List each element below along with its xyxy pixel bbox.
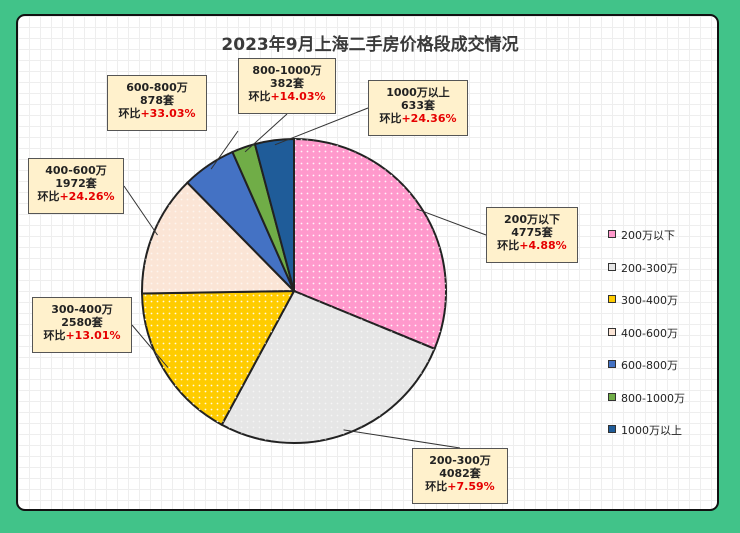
data-label-category: 600-800万 [126,81,188,94]
change-value: +14.03% [270,90,326,103]
data-label-category: 200-300万 [429,454,491,467]
data-label-category: 300-400万 [51,303,113,316]
data-label-category: 200万以下 [504,213,560,226]
chart-title: 2023年9月上海二手房价格段成交情况 [221,35,519,55]
legend-item-6: 1000万以上 [608,422,708,455]
legend-label: 200-300万 [621,261,678,275]
legend-item-0: 200万以下 [608,227,708,260]
legend-swatch [608,360,616,368]
data-label-2: 300-400万 2580套 环比+13.01% [32,297,132,353]
change-label: 环比 [118,107,141,120]
leader-line-0 [416,208,487,236]
leader-line-6 [274,107,369,146]
data-label-1: 200-300万 4082套 环比+7.59% [412,448,508,504]
data-label-value: 4082套 [439,467,481,480]
data-label-value: 878套 [140,94,174,107]
data-label-change: 环比+13.01% [39,329,125,342]
change-label: 环比 [425,480,448,493]
data-label-value: 382套 [270,77,304,90]
legend-swatch [608,262,616,271]
change-label: 环比 [37,190,60,203]
data-label-change: 环比+4.88% [493,239,571,252]
data-label-value: 1972套 [55,177,97,190]
data-label-6: 1000万以上 633套 环比+24.36% [368,80,468,136]
change-value: +24.26% [59,190,115,203]
legend-item-1: 200-300万 [608,260,708,293]
legend-item-3: 400-600万 [608,325,708,358]
legend-item-5: 800-1000万 [608,390,708,423]
change-value: +7.59% [447,480,495,493]
legend-label: 800-1000万 [621,391,685,405]
leader-line-5 [244,113,288,153]
data-label-3: 400-600万 1972套 环比+24.26% [28,158,124,214]
legend-label: 1000万以上 [621,424,682,437]
change-value: +4.88% [519,239,567,252]
data-label-5: 800-1000万 382套 环比+14.03% [238,58,336,114]
data-label-change: 环比+24.36% [375,112,461,125]
legend-label: 600-800万 [621,359,678,372]
legend-item-4: 600-800万 [608,357,708,390]
data-label-change: 环比+7.59% [419,480,501,493]
legend-label: 300-400万 [621,294,678,307]
change-label: 环比 [379,112,402,125]
data-label-0: 200万以下 4775套 环比+4.88% [486,207,578,263]
legend-label: 400-600万 [621,326,678,340]
data-label-value: 633套 [401,99,435,112]
leader-line-4 [210,130,239,170]
data-label-value: 4775套 [511,226,553,239]
legend-swatch [608,392,616,401]
change-value: +33.03% [140,107,196,120]
legend-swatch [608,425,616,433]
change-label: 环比 [43,329,66,342]
leader-line-2 [131,324,169,368]
change-value: +13.01% [65,329,121,342]
change-label: 环比 [497,239,520,252]
change-label: 环比 [248,90,271,103]
data-label-change: 环比+24.26% [35,190,117,203]
legend-swatch [608,327,616,336]
change-value: +24.36% [401,112,457,125]
data-label-category: 1000万以上 [386,86,450,99]
legend: 200万以下 200-300万 300-400万 400-600万 600-800万 80… [608,227,708,455]
leader-line-3 [123,185,158,236]
data-label-category: 800-1000万 [252,64,322,77]
data-label-change: 环比+14.03% [245,90,329,103]
data-label-4: 600-800万 878套 环比+33.03% [107,75,207,131]
legend-swatch [608,230,616,238]
data-label-category: 400-600万 [45,164,107,177]
legend-label: 200万以下 [621,229,675,242]
data-label-change: 环比+33.03% [114,107,200,120]
leader-line-1 [343,429,461,449]
pie-slice-6 [253,137,295,292]
data-label-value: 2580套 [61,316,103,329]
legend-item-2: 300-400万 [608,292,708,325]
legend-swatch [608,295,616,303]
